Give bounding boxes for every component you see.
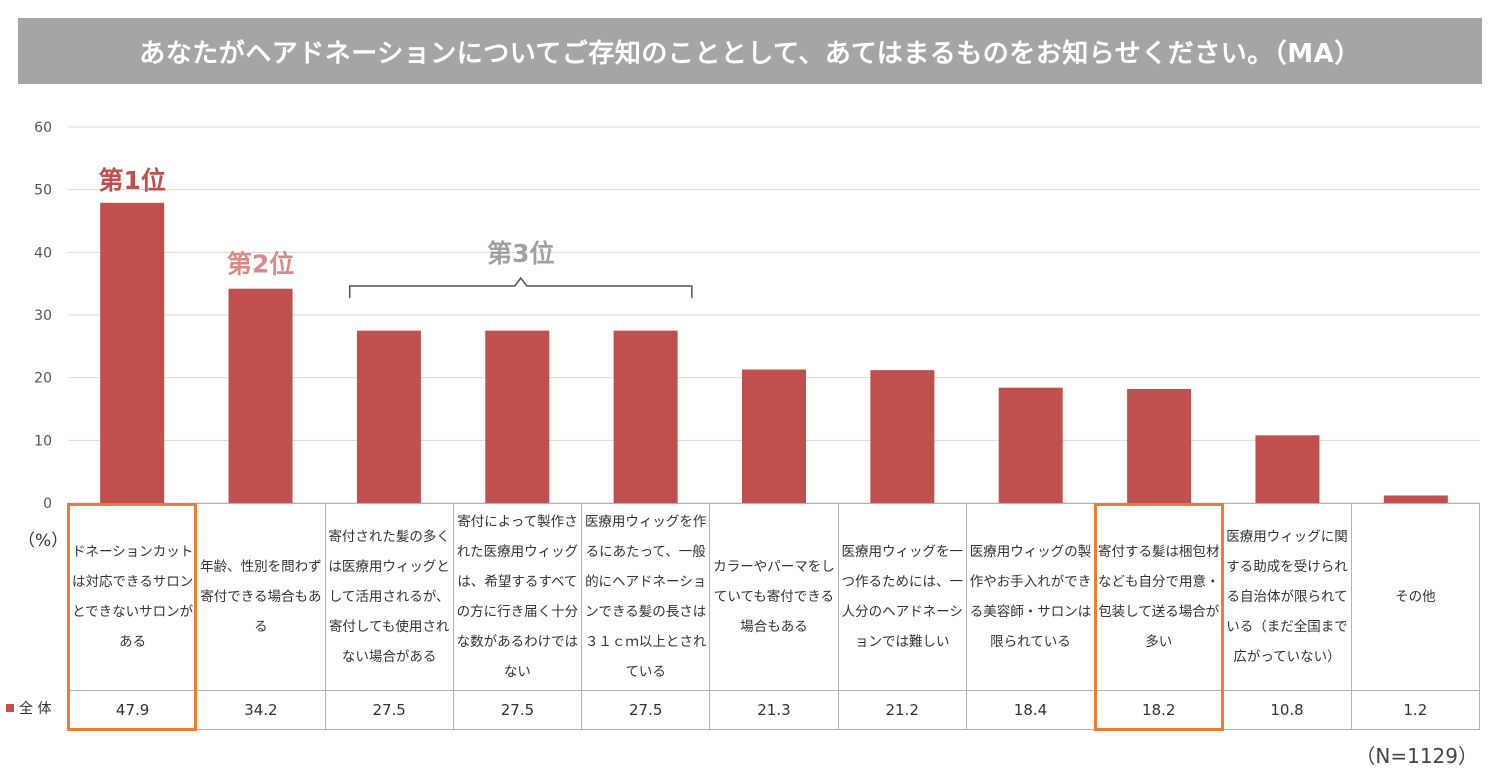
y-tick-label: 0 [43, 496, 52, 512]
value-cell: 18.2 [1094, 690, 1224, 730]
rank1-label: 第1位 [98, 166, 165, 195]
value-cell: 47.9 [67, 690, 198, 730]
bar [870, 370, 935, 503]
category-label: 寄付によって製作された医療用ウィッグは、希望するすべての方に行き届く十分な数があ… [456, 514, 579, 680]
category-cell: ドネーションカットは対応できるサロンとできないサロンがある [67, 503, 198, 691]
category-cell: 医療用ウィッグに関する助成を受けられる自治体が限られている（まだ全国まで広がって… [1222, 503, 1352, 691]
value-row: 47.9 34.2 27.5 27.5 27.5 21.3 21.2 18.4 … [67, 690, 1481, 730]
y-tick-label: 40 [34, 245, 52, 261]
value-cell: 21.3 [709, 690, 839, 730]
value-cell: 18.4 [965, 690, 1096, 730]
value-cell: 1.2 [1350, 690, 1481, 730]
bar [100, 202, 165, 503]
value-cell: 34.2 [196, 690, 326, 730]
category-cell: その他 [1350, 503, 1481, 691]
value-cell: 10.8 [1222, 690, 1352, 730]
bar [613, 330, 678, 503]
category-label: 医療用ウィッグに関する助成を受けられる自治体が限られている（まだ全国まで広がって… [1226, 529, 1348, 665]
legend-series: 全 体 [6, 698, 51, 718]
bar [356, 330, 421, 503]
rank3-bracket [348, 276, 693, 298]
category-label: 寄付された髪の多くは医療用ウィッグとして活用されるが、寄付しても使用されない場合… [328, 529, 450, 665]
category-label: ドネーションカットは対応できるサロンとできないサロンがある [72, 544, 194, 650]
y-tick-label: 20 [34, 371, 52, 387]
bar [998, 387, 1063, 503]
sample-size-note: （N=1129） [1355, 744, 1478, 768]
category-label: その他 [1395, 589, 1436, 605]
legend-series-name: 全 体 [19, 701, 52, 717]
category-cell: 医療用ウィッグを一つ作るためには、一人分のヘアドネーションでは難しい [837, 503, 967, 691]
category-label: カラーやパーマをしていても寄付できる場合もある [713, 559, 835, 635]
category-cell: 年齢、性別を問わず寄付できる場合もある [196, 503, 326, 691]
category-cell: 寄付によって製作された医療用ウィッグは、希望するすべての方に行き届く十分な数があ… [452, 503, 583, 691]
category-row: ドネーションカットは対応できるサロンとできないサロンがある 年齢、性別を問わず寄… [67, 503, 1481, 691]
category-label: 医療用ウィッグを一つ作るためには、一人分のヘアドネーションでは難しい [841, 544, 963, 650]
category-table: ドネーションカットは対応できるサロンとできないサロンがある 年齢、性別を問わず寄… [67, 503, 1481, 730]
bar [1255, 435, 1320, 503]
y-axis-unit: （%） [18, 531, 69, 551]
bar [742, 369, 806, 503]
category-cell: 寄付された髪の多くは医療用ウィッグとして活用されるが、寄付しても使用されない場合… [324, 503, 454, 691]
value-cell: 21.2 [837, 690, 967, 730]
bar [228, 288, 293, 503]
value-cell: 27.5 [324, 690, 454, 730]
bar [1383, 495, 1448, 503]
value-cell: 27.5 [452, 690, 583, 730]
chart-title: あなたがヘアドネーションについてご存知のこととして、あてはまるものをお知らせくだ… [18, 18, 1482, 84]
y-tick-label: 30 [34, 308, 52, 324]
y-tick-label: 60 [34, 120, 52, 136]
category-label: 医療用ウィッグの製作やお手入れができる美容師・サロンは限られている [969, 544, 1092, 650]
y-tick-label: 50 [34, 183, 52, 199]
y-tick-label: 10 [34, 433, 52, 449]
legend-swatch [6, 704, 14, 712]
category-cell: 寄付する髪は梱包材なども自分で用意・包装して送る場合が多い [1094, 503, 1224, 691]
category-cell: カラーやパーマをしていても寄付できる場合もある [709, 503, 839, 691]
value-cell: 27.5 [581, 690, 711, 730]
bar [485, 330, 550, 503]
category-label: 年齢、性別を問わず寄付できる場合もある [200, 559, 322, 635]
bar [1127, 388, 1192, 503]
rank2-label: 第2位 [227, 250, 294, 279]
rank3-label: 第3位 [487, 239, 554, 268]
category-label: 寄付する髪は梱包材なども自分で用意・包装して送る場合が多い [1098, 544, 1220, 650]
category-cell: 医療用ウィッグの製作やお手入れができる美容師・サロンは限られている [965, 503, 1096, 691]
category-label: 医療用ウィッグを作るにあたって、一般的にヘアドネーションできる髪の長さは３１ｃｍ… [584, 514, 707, 680]
category-cell: 医療用ウィッグを作るにあたって、一般的にヘアドネーションできる髪の長さは３１ｃｍ… [581, 503, 711, 691]
